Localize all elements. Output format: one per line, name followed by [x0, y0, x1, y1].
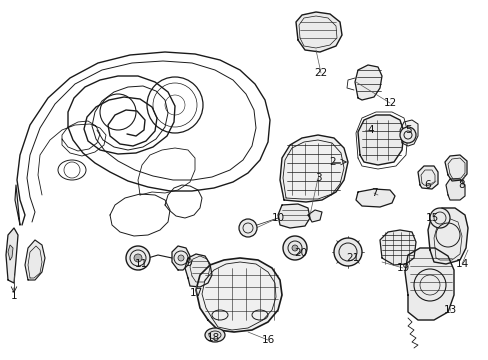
Polygon shape: [8, 245, 13, 260]
Text: 11: 11: [134, 259, 147, 269]
Text: 10: 10: [271, 213, 284, 223]
Polygon shape: [357, 115, 403, 165]
Text: 20: 20: [294, 248, 307, 258]
Text: 1: 1: [11, 291, 17, 301]
Circle shape: [134, 254, 142, 262]
Circle shape: [283, 236, 306, 260]
Text: 13: 13: [443, 305, 456, 315]
Text: 5: 5: [405, 125, 411, 135]
Polygon shape: [379, 230, 415, 265]
Circle shape: [178, 255, 183, 261]
Polygon shape: [15, 185, 20, 225]
Text: 4: 4: [367, 125, 373, 135]
Polygon shape: [404, 248, 453, 320]
Text: 8: 8: [458, 180, 465, 190]
Circle shape: [239, 219, 257, 237]
Text: 16: 16: [261, 335, 274, 345]
Polygon shape: [354, 65, 381, 100]
Circle shape: [333, 238, 361, 266]
Text: 22: 22: [314, 68, 327, 78]
Polygon shape: [355, 189, 394, 207]
Text: 7: 7: [370, 188, 377, 198]
Polygon shape: [184, 254, 212, 287]
Circle shape: [291, 245, 297, 251]
Text: 19: 19: [396, 263, 409, 273]
Text: 17: 17: [189, 288, 202, 298]
Polygon shape: [445, 179, 464, 200]
Text: 12: 12: [383, 98, 396, 108]
Circle shape: [429, 208, 449, 228]
Polygon shape: [444, 155, 466, 181]
Text: 15: 15: [425, 213, 438, 223]
Polygon shape: [295, 12, 341, 52]
Ellipse shape: [204, 328, 224, 342]
Polygon shape: [6, 228, 18, 283]
Polygon shape: [280, 135, 347, 202]
Polygon shape: [196, 258, 282, 332]
Text: 14: 14: [454, 259, 468, 269]
Text: 21: 21: [346, 253, 359, 263]
Polygon shape: [25, 240, 45, 280]
Text: 3: 3: [314, 173, 321, 183]
Text: 2: 2: [329, 157, 336, 167]
Text: 9: 9: [185, 258, 192, 268]
Polygon shape: [399, 120, 417, 146]
Circle shape: [126, 246, 150, 270]
Polygon shape: [172, 246, 190, 270]
Text: 18: 18: [206, 333, 219, 343]
Polygon shape: [427, 208, 467, 264]
Polygon shape: [417, 166, 437, 189]
Text: 6: 6: [424, 180, 430, 190]
Polygon shape: [307, 210, 321, 222]
Circle shape: [399, 127, 415, 143]
Polygon shape: [278, 204, 309, 228]
